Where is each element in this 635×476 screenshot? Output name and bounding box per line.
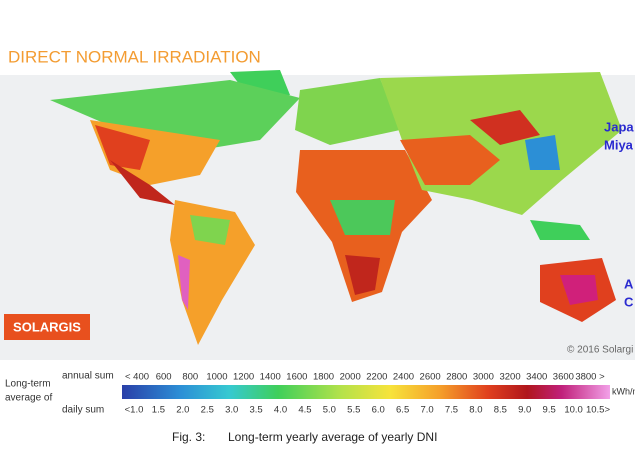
annual-label: annual sum — [62, 371, 114, 382]
scale-tick-label: 2000 — [340, 372, 361, 383]
scale-tick-label: 600 — [156, 372, 172, 383]
caption-number: Fig. 3: — [172, 430, 205, 444]
legend-title: Long-term — [5, 379, 51, 390]
scale-tick-label: 8.0 — [469, 405, 482, 416]
scale-tick-label: < 400 — [125, 372, 149, 383]
scale-tick-label: 2600 — [420, 372, 441, 383]
legend-title: average of — [5, 393, 52, 404]
logo-box — [4, 314, 90, 340]
scale-tick-label: 3600 — [553, 372, 574, 383]
scale-tick-label: 6.5 — [396, 405, 409, 416]
scale-tick-label: 8.5 — [494, 405, 507, 416]
scale-tick-label: 1800 — [313, 372, 334, 383]
scale-tick-label: 2.5 — [201, 405, 214, 416]
scale-tick-label: 3200 — [499, 372, 520, 383]
daily-label: daily sum — [62, 405, 104, 416]
scale-tick-label: 1000 — [206, 372, 227, 383]
scale-tick-label: 9.5 — [543, 405, 556, 416]
color-scale — [122, 385, 610, 399]
scale-tick-label: 2800 — [446, 372, 467, 383]
scale-tick-label: 1200 — [233, 372, 254, 383]
scale-tick-label: 10.0 — [564, 405, 583, 416]
scale-tick-label: 9.0 — [518, 405, 531, 416]
scale-tick-label: 800 — [182, 372, 198, 383]
caption-text: Long-term yearly average of yearly DNI — [228, 430, 437, 444]
scale-tick-label: 5.5 — [347, 405, 360, 416]
scale-tick-label: 10.5> — [586, 405, 610, 416]
scale-tick-label: 2200 — [366, 372, 387, 383]
scale-tick-label: 3000 — [473, 372, 494, 383]
scale-tick-label: 1400 — [260, 372, 281, 383]
map-label: Miya — [604, 137, 634, 152]
scale-tick-label: 4.5 — [298, 405, 311, 416]
map-label: C — [624, 294, 634, 309]
logo: SOLARGIS — [13, 319, 81, 334]
scale-tick-label: 1.5 — [152, 405, 165, 416]
map-label: Japa — [604, 119, 634, 134]
scale-tick-label: 3.0 — [225, 405, 238, 416]
scale-tick-label: 1600 — [286, 372, 307, 383]
scale-tick-label: 7.5 — [445, 405, 458, 416]
copyright: © 2016 Solargi — [567, 345, 633, 356]
map-label: A — [624, 276, 634, 291]
scale-tick-label: 7.0 — [420, 405, 433, 416]
scale-tick-label: <1.0 — [125, 405, 144, 416]
scale-tick-label: 3.5 — [249, 405, 262, 416]
scale-tick-label: 3800 > — [575, 372, 605, 383]
scale-tick-label: 2.0 — [176, 405, 189, 416]
scale-tick-label: 5.0 — [323, 405, 336, 416]
unit: kWh/m — [612, 386, 635, 396]
world-map — [0, 70, 635, 360]
scale-tick-label: 6.0 — [372, 405, 385, 416]
scale-tick-label: 4.0 — [274, 405, 287, 416]
scale-tick-label: 3400 — [526, 372, 547, 383]
scale-tick-label: 2400 — [393, 372, 414, 383]
title: DIRECT NORMAL IRRADIATION — [8, 47, 261, 66]
